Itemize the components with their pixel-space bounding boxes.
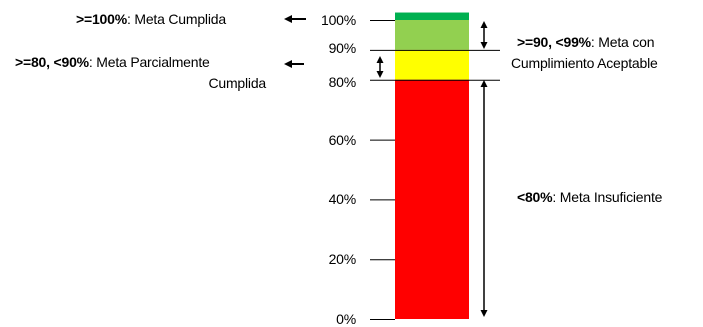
arrow-aceptable-range: [480, 21, 488, 49]
tick-label-100: 100%: [320, 12, 356, 28]
tick-label-20: 20%: [328, 251, 357, 268]
annotation-insuficiente: <80%: Meta Insuficiente: [517, 189, 662, 205]
annotation-cumplida-condition: >=100%: [76, 11, 127, 27]
arrow-aceptable-range-head-up: [480, 21, 488, 28]
tick-label-90: 90%: [328, 39, 357, 56]
arrow-insuficiente-range: [480, 80, 488, 317]
annotation-cumplida: >=100%: Meta Cumplida: [76, 11, 226, 27]
band-parcialmente-cumplida: [395, 49, 469, 80]
band-meta-cumplida: [395, 12, 469, 20]
bands-layer: [395, 12, 469, 319]
tick-label-60: 60%: [328, 131, 357, 148]
arrows-layer: [284, 15, 488, 317]
tick-label-40: 40%: [328, 191, 357, 208]
annotation-parcial-separator: :: [88, 54, 93, 70]
annotation-parcial: >=80, <90%: Meta Parcialmente: [15, 54, 210, 70]
annotation-aceptable-condition: >=90, <99%: [517, 34, 591, 50]
annotation-aceptable-text: Meta con: [594, 34, 655, 50]
arrow-insuficiente-range-head-up: [480, 80, 488, 87]
arrow-cumplida: [284, 15, 306, 23]
annotation-parcial-text: Meta Parcialmente: [92, 54, 210, 70]
annotation-aceptable-line2: Cumplimiento Aceptable: [511, 55, 658, 71]
arrow-parcial-range: [376, 56, 384, 78]
arrow-cumplida-head: [284, 15, 292, 23]
annotation-aceptable-separator: :: [590, 34, 595, 50]
axis-layer: [370, 20, 500, 320]
annotation-aceptable: >=90, <99%: Meta con: [517, 34, 654, 50]
band-cumplimiento-aceptable: [395, 20, 469, 50]
arrow-aceptable-range-head-down: [480, 42, 488, 49]
annotation-cumplida-separator: :: [126, 11, 131, 27]
arrow-parcial: [284, 60, 304, 68]
arrow-parcial-head: [284, 60, 292, 68]
annotation-insuficiente-separator: :: [552, 189, 557, 205]
band-insuficiente: [395, 79, 469, 319]
tick-label-80: 80%: [328, 73, 357, 90]
arrow-parcial-range-head-down: [376, 71, 384, 78]
tick-label-0: 0%: [336, 311, 356, 327]
annotation-cumplida-text: Meta Cumplida: [130, 11, 226, 27]
annotation-insuficiente-condition: <80%: [517, 189, 553, 205]
annotation-parcial-condition: >=80, <90%: [15, 54, 89, 70]
arrow-insuficiente-range-head-down: [480, 310, 488, 317]
arrow-parcial-range-head-up: [376, 56, 384, 63]
annotation-parcial-line2: Cumplida: [208, 75, 266, 91]
annotation-insuficiente-text: Meta Insuficiente: [556, 189, 663, 205]
